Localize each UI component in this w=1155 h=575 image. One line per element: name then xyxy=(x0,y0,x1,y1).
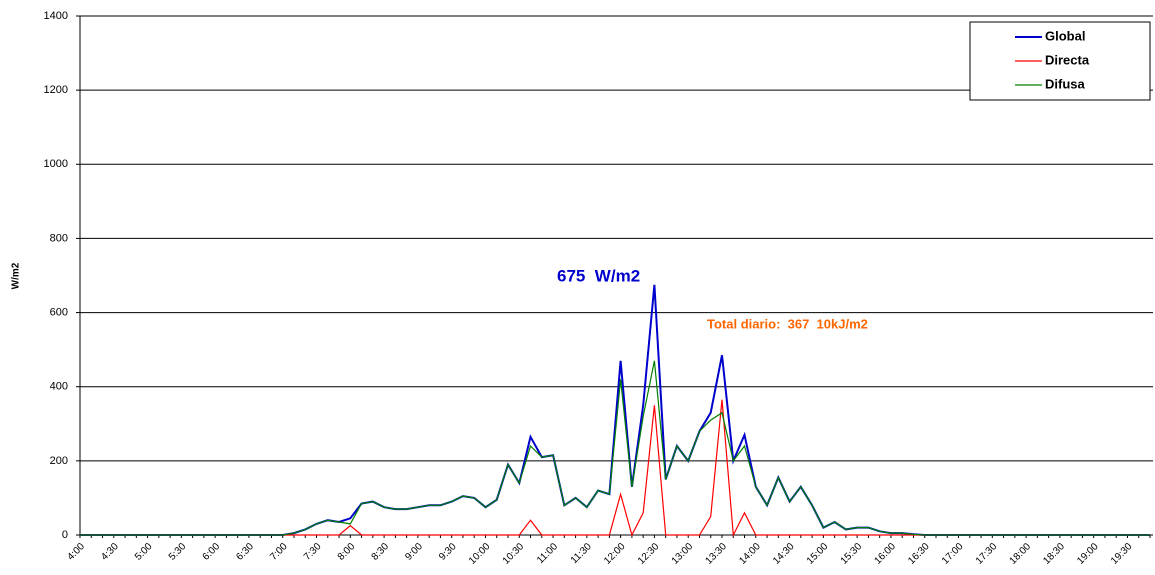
x-tick-label: 7:00 xyxy=(268,541,290,563)
x-tick-label: 6:00 xyxy=(201,541,223,563)
x-tick-label: 11:30 xyxy=(569,541,594,566)
x-tick-label: 13:00 xyxy=(670,541,696,567)
x-tick-label: 15:30 xyxy=(839,541,865,567)
x-tick-label: 17:30 xyxy=(974,541,1000,567)
y-tick-label: 1000 xyxy=(44,158,68,170)
y-tick-label: 400 xyxy=(50,381,68,393)
x-tick-label: 6:30 xyxy=(234,541,256,563)
series-line xyxy=(80,284,1150,536)
y-tick-label: 200 xyxy=(50,455,68,467)
x-tick-label: 8:00 xyxy=(336,541,358,563)
x-tick-label: 18:30 xyxy=(1041,541,1067,567)
x-tick-label: 12:30 xyxy=(636,541,662,567)
x-tick-label: 18:00 xyxy=(1008,541,1034,567)
legend-label: Global xyxy=(1045,28,1085,43)
legend-box xyxy=(969,21,1151,101)
legend-label: Difusa xyxy=(1045,76,1086,91)
x-tick-label: 8:30 xyxy=(370,541,392,563)
annotation: 675 W/m2 xyxy=(557,266,640,285)
x-tick-label: 13:30 xyxy=(704,541,730,567)
x-tick-label: 5:30 xyxy=(167,541,189,563)
x-tick-label: 16:30 xyxy=(906,541,932,567)
x-tick-label: 11:00 xyxy=(535,541,560,566)
y-axis-label: W/m2 xyxy=(11,262,22,289)
x-tick-label: 14:00 xyxy=(737,541,763,567)
x-tick-label: 19:30 xyxy=(1109,541,1135,567)
x-tick-label: 15:00 xyxy=(805,541,831,567)
x-tick-label: 17:00 xyxy=(940,541,966,567)
y-tick-label: 1200 xyxy=(44,84,68,96)
x-tick-label: 4:00 xyxy=(65,541,87,563)
x-tick-label: 12:00 xyxy=(602,541,628,567)
x-tick-label: 14:30 xyxy=(771,541,797,567)
x-tick-label: 4:30 xyxy=(99,541,121,563)
x-tick-label: 9:30 xyxy=(437,541,459,563)
y-tick-label: 0 xyxy=(62,529,68,541)
y-tick-label: 600 xyxy=(50,306,68,318)
y-tick-label: 800 xyxy=(50,232,68,244)
y-tick-label: 1400 xyxy=(44,10,68,22)
x-tick-label: 10:30 xyxy=(501,541,527,567)
annotation: Total diario: 367 10kJ/m2 xyxy=(707,316,868,331)
legend-label: Directa xyxy=(1045,52,1090,67)
x-tick-label: 9:00 xyxy=(403,541,425,563)
x-tick-label: 7:30 xyxy=(302,541,324,563)
series-line xyxy=(80,360,1150,536)
x-tick-label: 5:00 xyxy=(133,541,155,563)
x-tick-label: 16:00 xyxy=(872,541,898,567)
x-tick-label: 10:00 xyxy=(467,541,493,567)
x-tick-label: 19:00 xyxy=(1075,541,1101,567)
